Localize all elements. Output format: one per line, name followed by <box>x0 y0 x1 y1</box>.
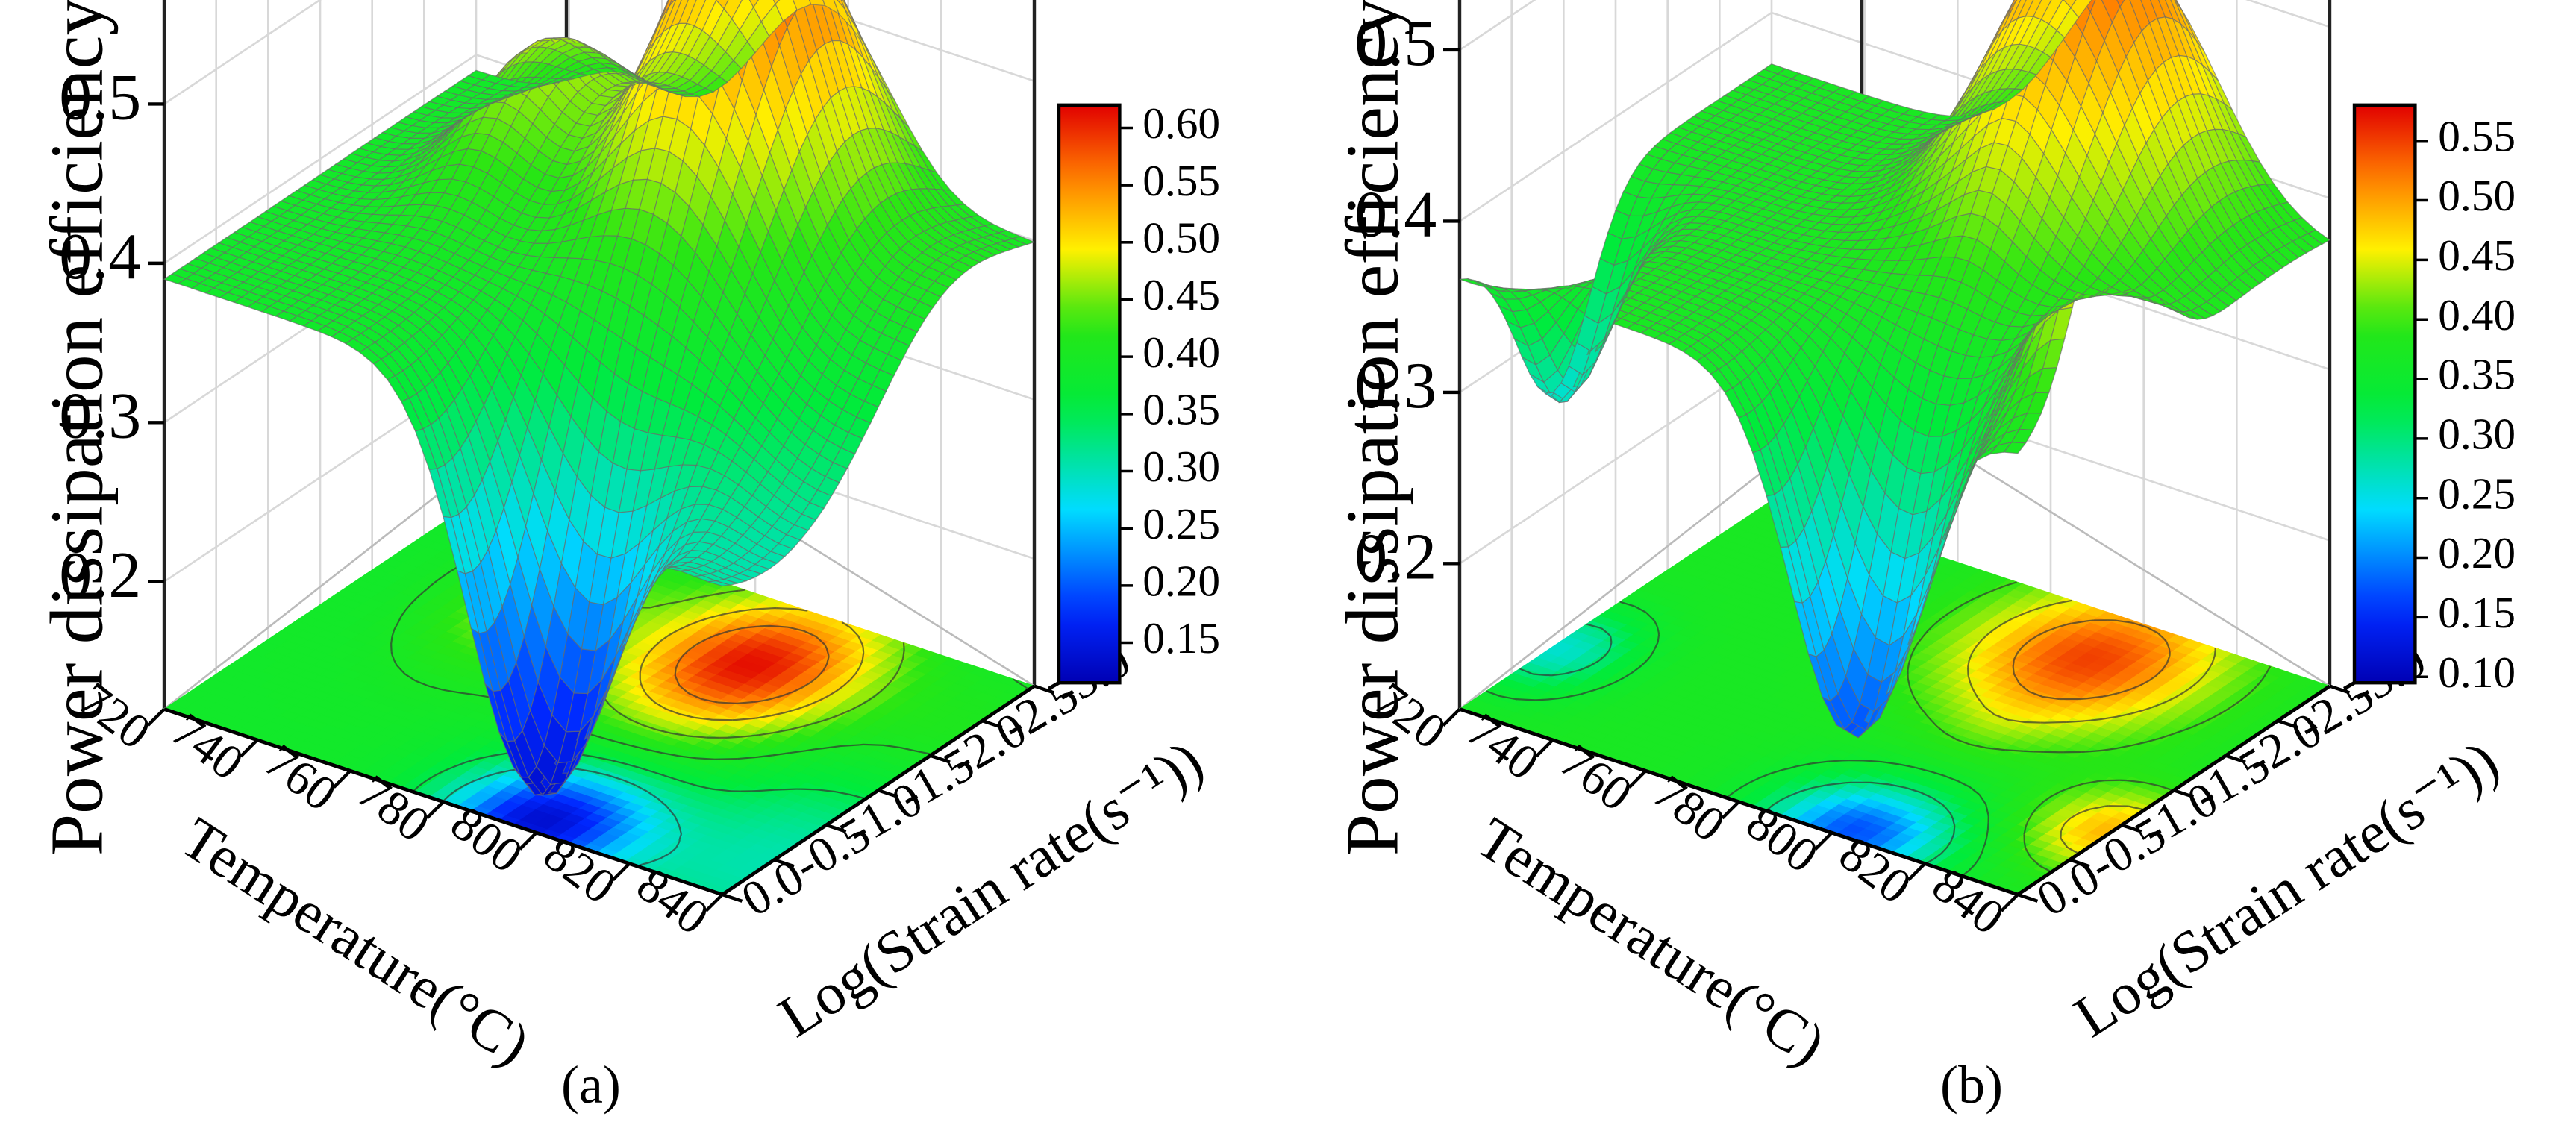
x-tick-mark <box>1814 831 1833 851</box>
y-tick-mark <box>878 789 899 799</box>
colorbar-tick-label: 0.40 <box>2438 290 2516 339</box>
x-tick-mark <box>2000 893 2019 912</box>
y-tick-mark <box>773 858 795 868</box>
y-tick-mark <box>1034 684 1055 695</box>
colorbar: 0.15 0.20 0.25 0.30 0.35 0.40 0.45 0.50 0.55 0.60 <box>1057 98 1220 685</box>
colorbar-tick-label: 0.30 <box>1142 442 1220 491</box>
y-tick-mark <box>2173 789 2195 799</box>
x-tick-mark <box>1721 801 1740 820</box>
y-tick-mark <box>722 892 743 903</box>
x-tick-mark <box>1628 769 1647 789</box>
z-tick-label: 0.3 <box>1354 350 1437 422</box>
z-tick-label: 0.2 <box>59 539 141 612</box>
panel-a-label: (a) <box>561 1055 621 1115</box>
z-axis-title: Power dissipation efficiency <box>1330 0 1413 856</box>
x-tick-mark <box>332 769 351 789</box>
z-tick-label: 0.4 <box>1354 179 1437 251</box>
y-tick-mark <box>981 719 1003 730</box>
colorbar: 0.10 0.15 0.20 0.25 0.30 0.35 0.40 0.45 0.50 0.55 <box>2352 103 2516 697</box>
surface-mesh <box>1459 0 2331 739</box>
panel-b-surface-plot: 720 740 760 780 800 820 840 0.0-0.5-1.0-1.5-2.0… <box>1330 0 2516 1078</box>
y-tick-mark <box>2017 892 2039 903</box>
x-tick-mark <box>240 739 259 758</box>
x-tick-mark <box>1442 707 1461 727</box>
x-tick-mark <box>611 862 631 882</box>
x-tick-mark <box>1535 739 1554 758</box>
colorbar-tick-label: 0.25 <box>1142 499 1220 548</box>
colorbar-tick-label: 0.50 <box>2438 171 2516 220</box>
y-tick-mark <box>2121 823 2142 833</box>
colorbar-tick-label: 0.50 <box>1142 213 1220 262</box>
colorbar-tick-label: 0.20 <box>1142 556 1220 605</box>
x-tick-mark <box>704 893 724 912</box>
y-tick-mark <box>2069 858 2090 868</box>
panel-b-scaled-group: 720 740 760 780 800 820 840 0.0-0.5-1.0-1.5-2.0… <box>1330 0 2516 1078</box>
colorbar-tick-label: 0.40 <box>1142 328 1220 377</box>
colorbar-tick-label: 0.35 <box>2438 350 2516 399</box>
colorbar-tick-label: 0.25 <box>2438 469 2516 518</box>
panel-a-surface-plot: 720 740 760 780 800 820 840 0.0-0.5-1.0-1.5-2.0… <box>34 0 1220 1078</box>
x-tick-mark <box>1907 862 1926 882</box>
colorbar-tick-label: 0.35 <box>1142 384 1220 433</box>
plot-a: 720 740 760 780 800 820 840 0.0-0.5-1.0-1.5-2.0… <box>34 0 1220 1078</box>
z-tick-label: 0.2 <box>1354 522 1437 594</box>
panel-a-scaled-group: 720 740 760 780 800 820 840 0.0-0.5-1.0-1.5-2.0… <box>34 0 1220 1078</box>
colorbar-tick-label: 0.20 <box>2438 528 2516 577</box>
colorbar-tick-label: 0.45 <box>1142 270 1220 319</box>
z-tick-label: 0.4 <box>59 221 141 293</box>
z-tick-label: 0.3 <box>59 380 141 452</box>
y-tick-mark <box>2329 684 2351 695</box>
x-tick-mark <box>146 707 166 727</box>
colorbar-tick-label: 0.15 <box>2438 588 2516 637</box>
x-tick-mark <box>519 831 538 851</box>
y-tick-mark <box>825 823 847 833</box>
z-axis-title: Power dissipation efficiency <box>34 0 118 856</box>
colorbar-tick-label: 0.45 <box>2438 231 2516 280</box>
colorbar-tick-label: 0.15 <box>1142 613 1220 663</box>
y-tick-mark <box>929 754 951 764</box>
x-tick-mark <box>425 801 445 820</box>
colorbar-tick-label: 0.55 <box>1142 156 1220 205</box>
colorbar-tick-label: 0.30 <box>2438 410 2516 459</box>
z-tick-label: 0.5 <box>1354 7 1437 80</box>
z-tick-label: 0.5 <box>59 62 141 134</box>
colorbar-tick-label: 0.10 <box>2438 648 2516 697</box>
y-tick-mark <box>2277 719 2298 730</box>
colorbar-tick-label: 0.60 <box>1142 98 1220 148</box>
y-tick-mark <box>2225 754 2246 764</box>
surface-mesh <box>163 0 1036 796</box>
colorbar-gradient <box>1057 103 1122 685</box>
colorbar-gradient <box>2352 103 2417 685</box>
panel-b-label: (b) <box>1940 1055 2003 1115</box>
plot-b: 720 740 760 780 800 820 840 0.0-0.5-1.0-1.5-2.0… <box>1330 0 2516 1078</box>
colorbar-tick-label: 0.55 <box>2438 111 2516 160</box>
